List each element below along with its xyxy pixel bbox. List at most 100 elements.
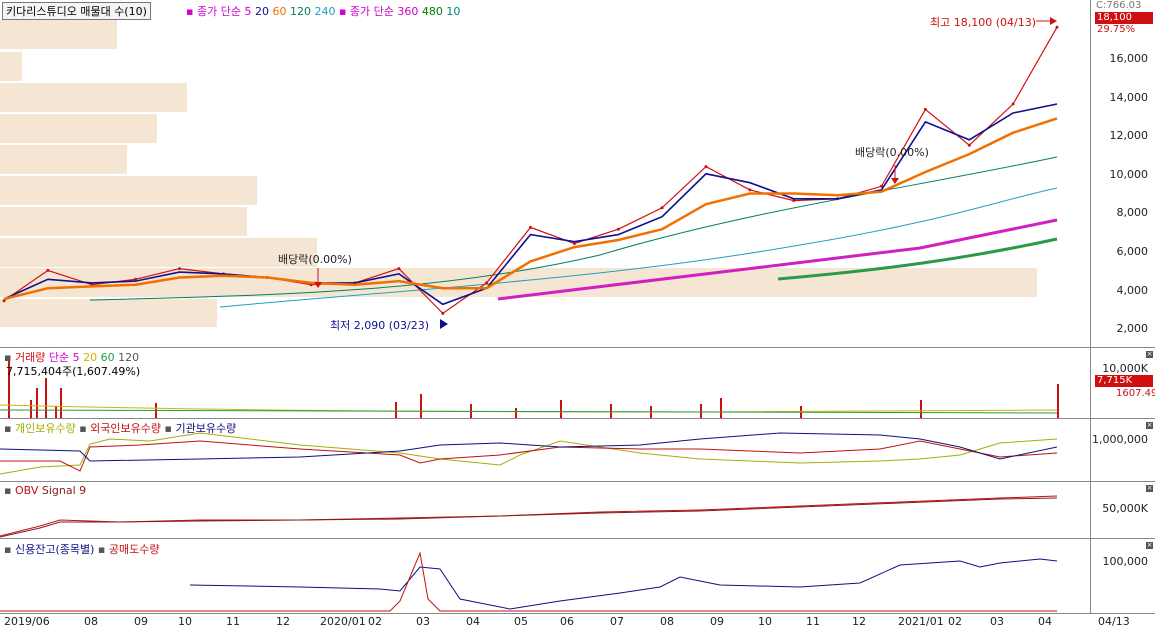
- close-icon[interactable]: ×: [1146, 421, 1153, 429]
- ma-legend-square-icon: ▪: [186, 5, 194, 18]
- x-tick-label: 11: [226, 615, 240, 628]
- price-point: [923, 107, 927, 111]
- volume-value: 7,715,404주(1,607.49%): [6, 365, 141, 378]
- price-point: [967, 143, 971, 147]
- credit-balance-label: 신용잔고(종목별): [14, 543, 95, 556]
- holdings-chart: [0, 432, 1058, 475]
- close-icon[interactable]: ×: [1146, 350, 1153, 358]
- y-tick: 14,000: [1109, 91, 1149, 104]
- price-point: [880, 184, 883, 188]
- holdings-axis: 1,000,000: [1090, 419, 1155, 482]
- x-tick-label: 05: [514, 615, 528, 628]
- obv-axis: 50,000K: [1090, 482, 1155, 539]
- volume-bar: [60, 388, 62, 418]
- dividend-label-2: 배당락(0.00%): [855, 146, 929, 159]
- volume-profile-bar: [0, 299, 217, 327]
- legend-square-icon: ▪: [4, 543, 12, 556]
- low-marker: [440, 319, 448, 329]
- price-point: [1011, 102, 1015, 106]
- x-tick-label: 04: [466, 615, 480, 628]
- price-series-line-60: [3, 117, 1058, 301]
- institution-label: 기관보유수량: [175, 422, 237, 435]
- vol-ma20-label: 20: [83, 351, 98, 364]
- ma20-label: 20: [254, 5, 269, 18]
- volume-ma-label: 단순: [48, 351, 70, 364]
- volume-profile-bar: [0, 83, 187, 112]
- dividend-arrow-head-2: [891, 178, 899, 184]
- volume-profile-bar: [0, 145, 127, 174]
- stock-title-box[interactable]: 키다리스튜디오 매물대 수(10): [2, 2, 151, 20]
- x-tick-label: 03: [416, 615, 430, 628]
- price-point: [748, 188, 752, 192]
- volume-legend: ▪ 거래량 단순 5 20 60 120: [4, 349, 139, 365]
- ma-label-2: 종가 단순: [349, 5, 394, 18]
- volume-profile-bar: [0, 238, 317, 267]
- credit-balance-line: [189, 558, 1058, 610]
- ma360-label: 360: [397, 5, 419, 18]
- price-point: [792, 199, 796, 203]
- volume-bar: [920, 400, 922, 418]
- volume-bar: [55, 406, 57, 418]
- close-icon[interactable]: ×: [1146, 541, 1153, 549]
- ma480-label: 480: [421, 5, 443, 18]
- obv-panel[interactable]: ▪ OBV Signal 9: [0, 482, 1090, 539]
- holdings-panel[interactable]: ▪ 개인보유수량 ▪ 외국인보유수량 ▪ 기관보유수량: [0, 419, 1090, 482]
- volume-chart: [0, 358, 1059, 418]
- price-point: [178, 267, 181, 271]
- volume-profile-bar: [0, 207, 247, 236]
- foreign-label: 외국인보유수량: [90, 422, 162, 435]
- vol-ma60-label: 60: [100, 351, 115, 364]
- individual-label: 개인보유수량: [14, 422, 76, 435]
- x-tick-label: 06: [560, 615, 574, 628]
- foreign-holdings-line: [0, 440, 1058, 472]
- credit-legend: ▪ 신용잔고(종목별) ▪ 공매도수량: [4, 541, 159, 557]
- price-point: [46, 268, 50, 272]
- price-panel[interactable]: 키다리스튜디오 매물대 수(10) ▪ 종가 단순 5 20 60 120 24…: [0, 0, 1090, 348]
- x-tick-label: 2020/01: [320, 615, 366, 628]
- low-label: 최저 2,090 (03/23): [330, 319, 430, 332]
- price-axis: C:766.03 16,000 14,000 12,000 10,000 8,0…: [1090, 0, 1155, 348]
- y-tick: 10,000: [1109, 168, 1149, 181]
- volume-bar: [8, 358, 10, 418]
- ma-legend-square-icon: ▪: [338, 5, 347, 18]
- price-point: [572, 242, 576, 245]
- vol-ma120-label: 120: [118, 351, 140, 364]
- dividend-arrow-head: [314, 282, 322, 288]
- volume-title: 거래량: [14, 351, 46, 364]
- ma240-label: 240: [314, 5, 336, 18]
- legend-square-icon: ▪: [79, 422, 87, 435]
- ma120-line: [89, 156, 1058, 301]
- x-tick-label: 04: [1038, 615, 1052, 628]
- obv-line: [0, 495, 1058, 537]
- volume-bar: [395, 402, 397, 418]
- x-tick-label: 07: [610, 615, 624, 628]
- y-tick: 100,000: [1102, 555, 1149, 568]
- individual-holdings-line: [0, 432, 1058, 475]
- high-label: 최고 18,100 (04/13): [930, 16, 1037, 29]
- obv-legend: ▪ OBV Signal 9: [4, 484, 86, 497]
- volume-bar: [36, 388, 38, 418]
- ma10-label: 10: [446, 5, 461, 18]
- volume-bar: [1057, 384, 1059, 418]
- price-chart: [0, 17, 1059, 329]
- credit-panel[interactable]: ▪ 신용잔고(종목별) ▪ 공매도수량: [0, 539, 1090, 614]
- price-point: [397, 267, 401, 271]
- ma5-label: 5: [244, 5, 252, 18]
- ma120-label: 120: [289, 5, 311, 18]
- volume-bar: [45, 378, 47, 418]
- price-point: [616, 227, 620, 231]
- legend-square-icon: ▪: [97, 543, 106, 556]
- volume-pct: 1607.49%: [1116, 388, 1155, 399]
- x-tick-label: 2021/01: [898, 615, 944, 628]
- legend-square-icon: ▪: [164, 422, 172, 435]
- price-series-line-20: [3, 103, 1058, 306]
- x-tick-label: 08: [660, 615, 674, 628]
- x-tick-label: 09: [134, 615, 148, 628]
- volume-panel[interactable]: ▪ 거래량 단순 5 20 60 120 7,715,404주(1,607.49…: [0, 348, 1090, 419]
- x-tick-label: 2019/06: [4, 615, 50, 628]
- x-tick-label: 02: [368, 615, 382, 628]
- close-icon[interactable]: ×: [1146, 484, 1153, 492]
- x-tick-label: 04/13: [1098, 615, 1130, 628]
- x-tick-label: 09: [710, 615, 724, 628]
- x-tick-label: 12: [276, 615, 290, 628]
